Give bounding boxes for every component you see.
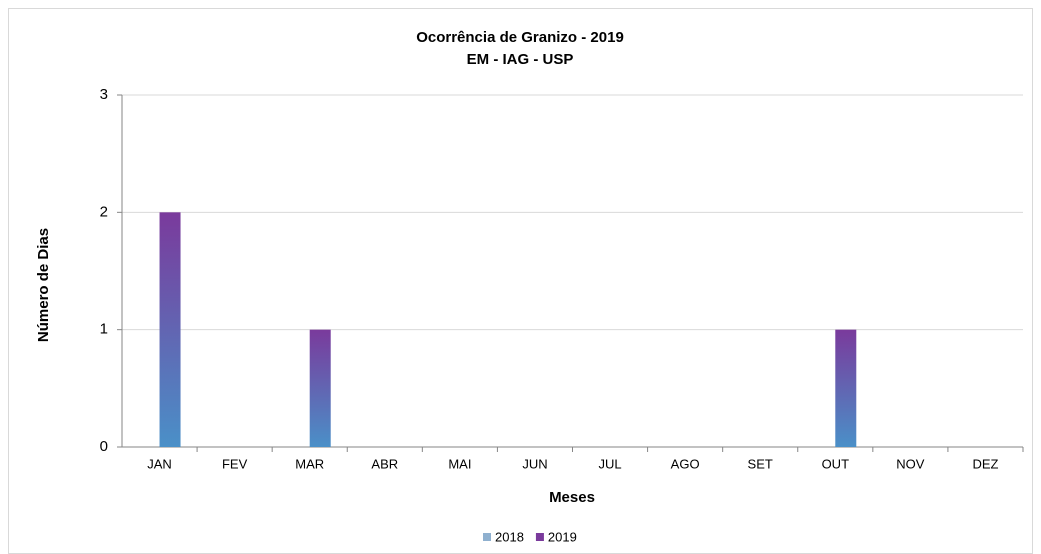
x-tick-label: JAN — [147, 456, 172, 471]
bar — [309, 329, 331, 447]
y-tick-label: 0 — [100, 438, 108, 455]
legend-swatch — [535, 533, 544, 541]
x-tick-label: AGO — [671, 456, 700, 471]
legend-label: 2018 — [495, 529, 524, 544]
bar — [159, 212, 181, 447]
x-tick-label: JUN — [522, 456, 547, 471]
x-tick-label: MAI — [448, 456, 471, 471]
x-tick-label: ABR — [371, 456, 398, 471]
x-tick-label: NOV — [896, 456, 925, 471]
x-tick-label: DEZ — [972, 456, 998, 471]
legend-label: 2019 — [548, 529, 577, 544]
bar — [835, 329, 857, 447]
y-axis-label: Número de Dias — [35, 228, 52, 342]
y-tick-label: 1 — [100, 321, 108, 338]
x-tick-label: MAR — [295, 456, 324, 471]
x-tick-label: JUL — [598, 456, 621, 471]
x-tick-label: OUT — [822, 456, 850, 471]
x-tick-label: FEV — [222, 456, 248, 471]
chart-title: Ocorrência de Granizo - 2019 — [416, 29, 624, 46]
y-tick-label: 3 — [100, 86, 108, 103]
legend-swatch — [483, 533, 491, 541]
y-tick-label: 2 — [100, 203, 108, 220]
x-axis-label: Meses — [549, 489, 595, 506]
chart-subtitle: EM - IAG - USP — [467, 51, 574, 68]
x-tick-label: SET — [748, 456, 773, 471]
